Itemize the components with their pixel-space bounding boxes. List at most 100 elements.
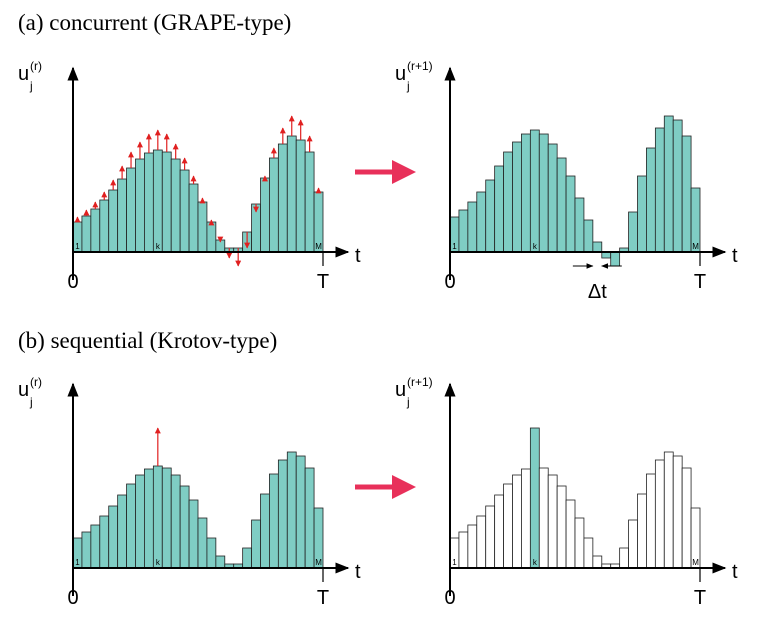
bar	[90, 208, 101, 253]
x-axis-label: t	[355, 245, 361, 267]
y-label: u	[18, 379, 29, 401]
y-label-sup: (r)	[30, 375, 42, 389]
bar	[269, 473, 279, 569]
bar	[152, 149, 163, 253]
y-label-sub: j	[29, 395, 33, 409]
bar	[286, 451, 297, 569]
bar	[485, 505, 496, 569]
bar	[503, 151, 513, 253]
bar-index-label: k	[156, 242, 161, 251]
bar	[512, 474, 522, 569]
bar	[467, 201, 478, 253]
bar	[206, 221, 217, 253]
bar	[503, 483, 513, 569]
interval-label: Δt	[588, 281, 607, 303]
bar	[521, 468, 531, 569]
bar	[681, 135, 692, 253]
bar	[260, 177, 270, 253]
section-title: (b) sequential (Krotov-type)	[18, 328, 277, 353]
bar	[574, 517, 585, 569]
bar	[458, 209, 469, 253]
bar	[556, 485, 567, 569]
bar-index-label: k	[533, 242, 538, 251]
bar	[108, 189, 119, 253]
bar	[251, 519, 261, 569]
bar	[135, 474, 145, 569]
bar	[494, 494, 504, 569]
bar-index-label: 1	[75, 242, 80, 251]
bar	[242, 547, 252, 569]
x-start-label: 0	[444, 587, 455, 609]
bar	[126, 167, 136, 253]
bar-index-label: M	[315, 242, 322, 251]
bar	[170, 158, 181, 253]
bar	[663, 115, 674, 253]
x-axis-label: t	[732, 561, 738, 583]
x-axis-label: t	[355, 561, 361, 583]
bar	[654, 127, 665, 253]
bar	[574, 197, 585, 253]
bar	[304, 467, 315, 569]
y-label-sub: j	[406, 79, 410, 93]
bar	[197, 201, 208, 253]
bar	[610, 251, 621, 267]
bar	[619, 547, 629, 569]
bar	[565, 175, 576, 253]
bar	[152, 465, 163, 569]
x-end-label: T	[694, 587, 706, 609]
x-start-label: 0	[67, 271, 78, 293]
bar	[295, 139, 306, 253]
bar	[197, 517, 208, 569]
bar	[529, 427, 540, 569]
bar	[170, 474, 181, 569]
bar	[99, 515, 110, 569]
bar-index-label: 1	[452, 242, 457, 251]
bar-index-label: 1	[75, 558, 80, 567]
y-label: u	[18, 63, 29, 85]
bar	[117, 178, 127, 253]
bar	[583, 219, 594, 253]
bar	[90, 524, 101, 569]
bar	[485, 179, 496, 253]
bar	[277, 143, 288, 253]
y-label-sup: (r)	[30, 59, 42, 73]
bar	[592, 555, 603, 569]
bar	[108, 505, 119, 569]
x-end-label: T	[317, 587, 329, 609]
bar	[476, 515, 487, 569]
bar	[663, 451, 674, 569]
bar	[628, 519, 638, 569]
x-start-label: 0	[444, 271, 455, 293]
bar	[672, 455, 683, 569]
section-title: (a) concurrent (GRAPE-type)	[18, 10, 291, 35]
bar-index-label: M	[315, 558, 322, 567]
x-end-label: T	[317, 271, 329, 293]
bar	[117, 494, 127, 569]
bar	[556, 157, 567, 253]
y-label-sub: j	[29, 79, 33, 93]
bar	[81, 531, 92, 569]
bar	[529, 129, 540, 253]
x-start-label: 0	[67, 587, 78, 609]
bar	[646, 473, 656, 569]
y-label-sup: (r+1)	[407, 375, 433, 389]
bar	[215, 555, 226, 569]
bar	[521, 133, 531, 253]
bar	[161, 151, 172, 253]
bar	[637, 493, 647, 569]
bar	[126, 483, 136, 569]
bar	[295, 455, 306, 569]
bar-index-label: 1	[452, 558, 457, 567]
bar	[512, 141, 522, 253]
bar	[672, 119, 683, 253]
bar	[592, 241, 603, 253]
bar-index-label: k	[533, 558, 538, 567]
bar	[179, 485, 190, 569]
bar	[161, 467, 172, 569]
x-end-label: T	[694, 271, 706, 293]
transition-arrow	[355, 475, 416, 499]
x-axis-label: t	[732, 245, 738, 267]
bar	[286, 135, 297, 253]
y-label: u	[395, 63, 406, 85]
